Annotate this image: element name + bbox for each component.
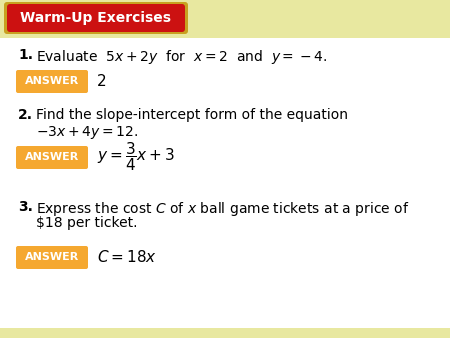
FancyBboxPatch shape bbox=[16, 70, 88, 93]
Text: \$18 per ticket.: \$18 per ticket. bbox=[36, 216, 138, 230]
FancyBboxPatch shape bbox=[4, 2, 188, 34]
Bar bbox=[0, 0, 450, 38]
Text: $C = 18x$: $C = 18x$ bbox=[97, 249, 157, 265]
Text: Evaluate  $5x + 2y$  for  $x = 2$  and  $y = -4$.: Evaluate $5x + 2y$ for $x = 2$ and $y = … bbox=[36, 48, 327, 66]
FancyBboxPatch shape bbox=[16, 246, 88, 269]
Text: Express the cost $C$ of $x$ ball game tickets at a price of: Express the cost $C$ of $x$ ball game ti… bbox=[36, 200, 410, 218]
FancyBboxPatch shape bbox=[7, 4, 185, 32]
Text: 3.: 3. bbox=[18, 200, 33, 214]
Text: ANSWER: ANSWER bbox=[25, 252, 79, 263]
Text: $-3x + 4y = 12.$: $-3x + 4y = 12.$ bbox=[36, 124, 138, 141]
Text: Find the slope-intercept form of the equation: Find the slope-intercept form of the equ… bbox=[36, 108, 348, 122]
Text: Warm-Up Exercises: Warm-Up Exercises bbox=[21, 11, 171, 25]
Text: 2: 2 bbox=[97, 73, 107, 89]
Text: 2.: 2. bbox=[18, 108, 33, 122]
FancyBboxPatch shape bbox=[16, 146, 88, 169]
Text: ANSWER: ANSWER bbox=[25, 152, 79, 163]
Bar bbox=[0, 38, 450, 328]
Bar bbox=[0, 328, 450, 338]
Text: ANSWER: ANSWER bbox=[25, 76, 79, 87]
Text: $y = \dfrac{3}{4}x + 3$: $y = \dfrac{3}{4}x + 3$ bbox=[97, 141, 175, 173]
Text: 1.: 1. bbox=[18, 48, 33, 62]
